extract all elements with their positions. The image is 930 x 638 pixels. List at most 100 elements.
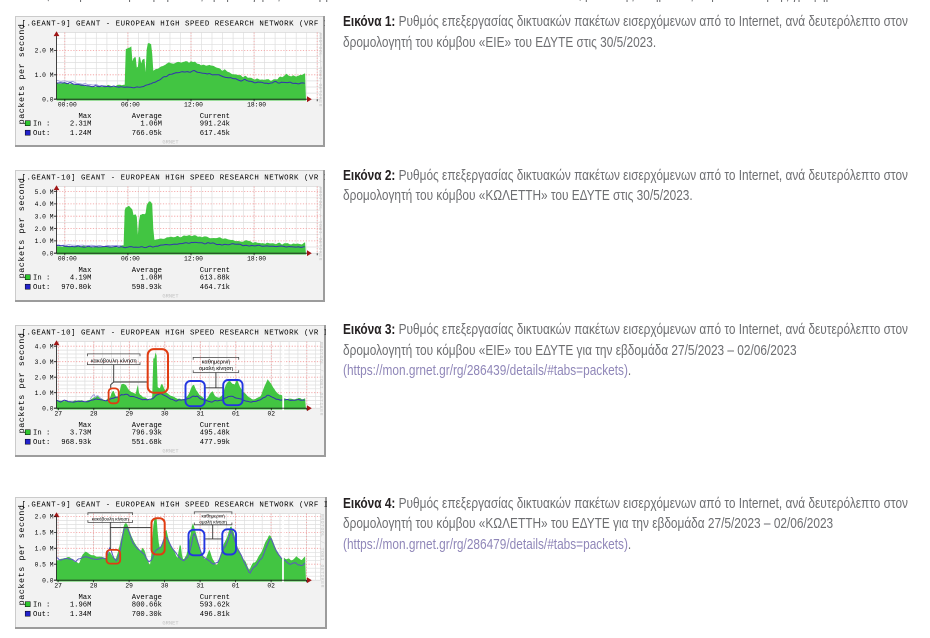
svg-text:4.19M: 4.19M	[70, 274, 92, 282]
svg-text:613.88k: 613.88k	[200, 274, 230, 282]
svg-text:31: 31	[197, 410, 205, 417]
svg-text:27: 27	[54, 583, 62, 590]
svg-text:packets per second: packets per second	[17, 332, 27, 433]
svg-text:καθημερινή: καθημερινή	[202, 513, 226, 519]
svg-text:3.0 M: 3.0 M	[35, 358, 54, 365]
svg-text:Current: Current	[200, 113, 230, 121]
svg-text:06:00: 06:00	[121, 102, 140, 109]
svg-text:In :: In :	[33, 602, 50, 610]
svg-text:In :: In :	[33, 429, 50, 437]
svg-text:991.24k: 991.24k	[200, 121, 230, 129]
svg-text:ομαλή κίνηση: ομαλή κίνηση	[199, 518, 227, 524]
svg-text:700.30k: 700.30k	[132, 611, 162, 619]
svg-text:0.0: 0.0	[42, 250, 54, 257]
svg-text:00:00: 00:00	[58, 102, 77, 109]
svg-text:12:00: 12:00	[184, 102, 203, 109]
svg-text:766.05k: 766.05k	[132, 130, 162, 138]
svg-text:28: 28	[90, 410, 98, 417]
svg-text:30: 30	[161, 410, 169, 417]
svg-text:1.0 M: 1.0 M	[35, 72, 54, 79]
svg-text:12:00: 12:00	[184, 255, 203, 262]
svg-text:1.0 M: 1.0 M	[35, 546, 54, 553]
svg-text:1.96M: 1.96M	[70, 602, 92, 610]
svg-text:598.93k: 598.93k	[132, 284, 162, 292]
svg-text:2.31M: 2.31M	[70, 121, 92, 129]
svg-text:495.48k: 495.48k	[200, 429, 230, 437]
svg-text:Max: Max	[78, 421, 91, 429]
svg-text:RRDTOOL / TOBI OETIKER: RRDTOOL / TOBI OETIKER	[317, 33, 323, 107]
svg-text:Out:: Out:	[33, 130, 50, 138]
svg-text:2.0 M: 2.0 M	[35, 225, 54, 232]
svg-text:29: 29	[125, 583, 133, 590]
svg-text:1.06M: 1.06M	[140, 121, 162, 129]
svg-text:5.0 M: 5.0 M	[35, 188, 54, 195]
svg-text:970.80k: 970.80k	[61, 284, 91, 292]
svg-text:ομαλή κίνηση: ομαλή κίνηση	[199, 365, 233, 372]
svg-text:GRNET: GRNET	[162, 621, 179, 627]
svg-text:Max: Max	[78, 113, 91, 121]
svg-text:0.0: 0.0	[42, 405, 54, 412]
svg-text:RRDTOOL / TOBI OETIKER: RRDTOOL / TOBI OETIKER	[318, 342, 324, 416]
svg-text:Current: Current	[200, 594, 230, 602]
svg-text:packets per second: packets per second	[17, 505, 27, 606]
svg-text:packets per second: packets per second	[17, 177, 27, 278]
svg-text:Average: Average	[132, 421, 162, 429]
svg-text:GRNET: GRNET	[162, 293, 179, 299]
svg-text:[.GEANT-9] GEANT - EUROPEAN: [.GEANT-9] GEANT - EUROPEAN HIGH SPEED R…	[22, 21, 326, 29]
svg-text:κακόβουλη κίνηση: κακόβουλη κίνηση	[91, 357, 137, 364]
svg-text:28: 28	[90, 583, 98, 590]
svg-text:Out:: Out:	[33, 611, 50, 619]
svg-text:1.0 M: 1.0 M	[35, 238, 54, 245]
svg-text:617.45k: 617.45k	[200, 130, 230, 138]
svg-text:Average: Average	[132, 266, 162, 274]
svg-text:RRDTOOL / TOBI OETIKER: RRDTOOL / TOBI OETIKER	[317, 187, 323, 261]
svg-text:κακόβουλη κίνηση: κακόβουλη κίνηση	[92, 515, 130, 521]
svg-text:01: 01	[232, 410, 240, 417]
svg-text:Out:: Out:	[33, 284, 50, 292]
svg-text:Max: Max	[78, 266, 91, 274]
svg-text:[.GEANT-10] GEANT - EUROPEAN: [.GEANT-10] GEANT - EUROPEAN HIGH SPEED …	[22, 329, 327, 337]
svg-text:06:00: 06:00	[121, 255, 140, 262]
svg-text:1.24M: 1.24M	[70, 130, 92, 138]
svg-text:Average: Average	[132, 594, 162, 602]
svg-text:0.0: 0.0	[42, 577, 54, 584]
svg-text:968.93k: 968.93k	[61, 439, 91, 447]
svg-text:18:00: 18:00	[247, 255, 266, 262]
svg-text:2.0 M: 2.0 M	[35, 514, 54, 521]
svg-text:4.0 M: 4.0 M	[35, 343, 54, 350]
svg-text:1.0 M: 1.0 M	[35, 389, 54, 396]
svg-text:GRNET: GRNET	[162, 448, 179, 454]
svg-text:[.GEANT-10] GEANT - EUROPEAN: [.GEANT-10] GEANT - EUROPEAN HIGH SPEED …	[22, 174, 326, 182]
svg-text:Current: Current	[200, 421, 230, 429]
svg-text:1.34M: 1.34M	[70, 611, 92, 619]
svg-text:593.62k: 593.62k	[200, 602, 230, 610]
svg-text:1.5 M: 1.5 M	[35, 530, 54, 537]
svg-text:29: 29	[126, 410, 134, 417]
svg-text:0.5 M: 0.5 M	[35, 562, 54, 569]
svg-text:[.GEANT-9] GEANT - EUROPEAN: [.GEANT-9] GEANT - EUROPEAN HIGH SPEED R…	[22, 502, 328, 510]
svg-text:02: 02	[268, 410, 276, 417]
svg-text:2.0 M: 2.0 M	[35, 374, 54, 381]
svg-text:In :: In :	[33, 274, 50, 282]
svg-text:packets per second: packets per second	[17, 24, 27, 125]
svg-text:00:00: 00:00	[58, 255, 77, 262]
svg-text:Average: Average	[132, 113, 162, 121]
svg-text:GRNET: GRNET	[162, 140, 179, 146]
svg-text:477.99k: 477.99k	[200, 439, 230, 447]
svg-text:01: 01	[232, 583, 240, 590]
svg-text:464.71k: 464.71k	[200, 284, 230, 292]
svg-text:18:00: 18:00	[247, 102, 266, 109]
svg-text:καθημερινή: καθημερινή	[202, 358, 231, 365]
svg-text:551.68k: 551.68k	[132, 439, 162, 447]
svg-text:3.73M: 3.73M	[70, 429, 92, 437]
svg-text:800.66k: 800.66k	[132, 602, 162, 610]
svg-text:RRDTOOL / TOBI OETIKER: RRDTOOL / TOBI OETIKER	[319, 514, 325, 588]
svg-text:Current: Current	[200, 266, 230, 274]
svg-text:3.0 M: 3.0 M	[35, 213, 54, 220]
svg-text:02: 02	[267, 583, 275, 590]
svg-text:Out:: Out:	[33, 439, 50, 447]
svg-text:4.0 M: 4.0 M	[35, 201, 54, 208]
svg-text:496.81k: 496.81k	[200, 611, 230, 619]
svg-text:Max: Max	[78, 594, 91, 602]
svg-text:2.0 M: 2.0 M	[35, 48, 54, 55]
